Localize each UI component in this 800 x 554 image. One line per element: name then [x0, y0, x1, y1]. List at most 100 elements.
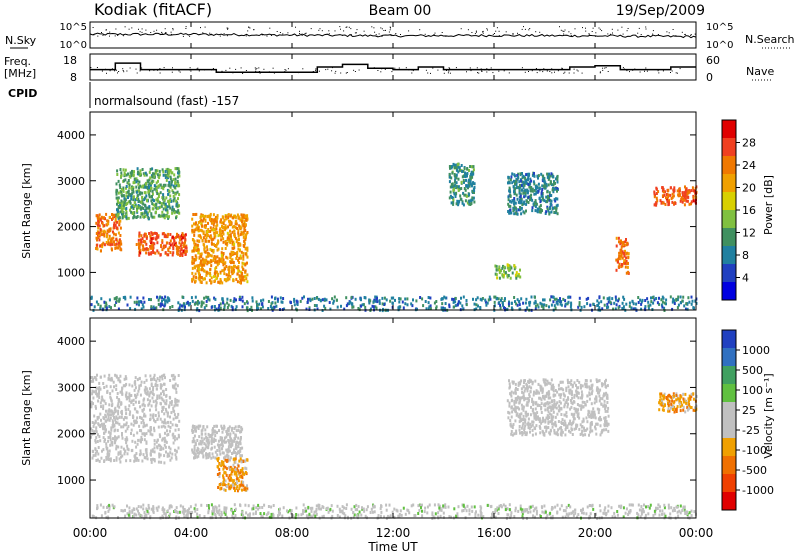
velocity-cell	[152, 388, 154, 392]
nsearch-point	[559, 26, 560, 28]
power-cell	[153, 187, 156, 191]
velocity-cell	[164, 376, 166, 380]
power-cell	[536, 174, 539, 178]
power-cell	[626, 251, 629, 255]
power-cell	[153, 172, 156, 176]
power-cell	[688, 190, 691, 194]
power-cell	[448, 172, 451, 176]
power-cell	[529, 198, 531, 202]
power-cell	[156, 192, 159, 195]
power-cell	[471, 183, 473, 187]
nsearch-point	[637, 32, 639, 34]
power-cell	[476, 296, 479, 300]
velocity-cell	[144, 390, 147, 394]
power-cell	[458, 166, 461, 170]
velocity-cell	[214, 434, 217, 437]
power-cell	[238, 217, 241, 221]
power-cell	[223, 219, 226, 223]
power-cell	[171, 242, 174, 246]
velocity-cell	[92, 454, 95, 458]
power-cell	[200, 303, 203, 307]
power-cell	[113, 243, 116, 247]
power-cell	[293, 303, 296, 307]
velocity-cell	[126, 444, 129, 448]
power-cell	[512, 208, 515, 212]
power-cell	[132, 216, 135, 220]
power-cell	[220, 260, 223, 264]
power-cell	[625, 302, 628, 306]
velocity-cell	[155, 440, 158, 444]
power-cell	[315, 296, 318, 300]
nsearch-point	[266, 35, 268, 37]
velocity-cell	[152, 400, 155, 404]
power-cell	[156, 173, 159, 177]
nave-point	[141, 67, 143, 69]
velocity-cell	[126, 452, 129, 456]
power-cell	[519, 307, 522, 311]
power-cell	[160, 202, 163, 206]
velocity-cell	[125, 436, 128, 440]
power-cell	[661, 186, 664, 190]
nsearch-point	[305, 32, 307, 34]
velocity-cell	[549, 428, 552, 432]
power-cell	[208, 218, 211, 222]
velocity-cell	[196, 451, 199, 455]
nave-point	[285, 69, 287, 71]
power-cell	[607, 305, 610, 309]
power-cell	[229, 235, 232, 239]
velocity-cell	[150, 384, 153, 387]
power-cell	[451, 182, 454, 186]
power-cell	[165, 208, 167, 212]
velocity-cell	[553, 431, 556, 435]
velocity-cell	[208, 435, 211, 439]
velocity-cell	[523, 389, 526, 393]
velocity-cell	[205, 439, 208, 443]
power-cell	[508, 181, 511, 185]
velocity-cell	[557, 428, 560, 432]
velocity-cell	[532, 411, 535, 415]
power-cell	[201, 265, 204, 269]
power-cell	[520, 206, 523, 210]
power-cell	[244, 229, 247, 232]
velocity-cell	[177, 433, 180, 437]
velocity-cell	[125, 394, 128, 398]
power-cell	[163, 213, 165, 217]
power-cell	[194, 228, 197, 232]
freq-tick-bottom: 8	[70, 71, 77, 84]
nsearch-point	[363, 30, 365, 32]
velocity-cell	[217, 486, 220, 489]
power-cell	[113, 226, 116, 229]
power-cell	[142, 305, 145, 309]
power-cell	[394, 298, 396, 302]
power-cell	[617, 306, 620, 310]
velocity-cell	[142, 407, 145, 411]
velocity-cell	[232, 479, 235, 483]
velocity-cell	[132, 415, 135, 419]
velocity-cell	[218, 483, 221, 487]
nave-point	[605, 67, 607, 69]
power-cell	[537, 305, 540, 309]
nsearch-point	[373, 27, 375, 29]
power-cell	[457, 300, 460, 304]
power-cell	[587, 296, 590, 300]
power-cell	[513, 296, 516, 299]
nave-point	[408, 69, 410, 71]
velocity-cell	[564, 413, 567, 417]
nave-point	[602, 67, 604, 69]
power-cell	[164, 251, 167, 255]
velocity-cell	[90, 379, 93, 383]
velocity-cell	[99, 412, 102, 416]
power-cell	[522, 301, 525, 305]
power-cell	[556, 174, 559, 178]
power-cell	[135, 190, 138, 194]
power-cell	[519, 172, 522, 176]
power-cell	[244, 233, 247, 237]
power-cell	[122, 186, 125, 190]
power-cell	[160, 204, 163, 208]
velocity-cell	[166, 433, 169, 437]
velocity-cell	[586, 399, 589, 403]
nave-point	[443, 72, 445, 74]
velocity-cell	[172, 409, 175, 413]
power-cell	[136, 167, 139, 171]
nsearch-point	[595, 32, 597, 34]
